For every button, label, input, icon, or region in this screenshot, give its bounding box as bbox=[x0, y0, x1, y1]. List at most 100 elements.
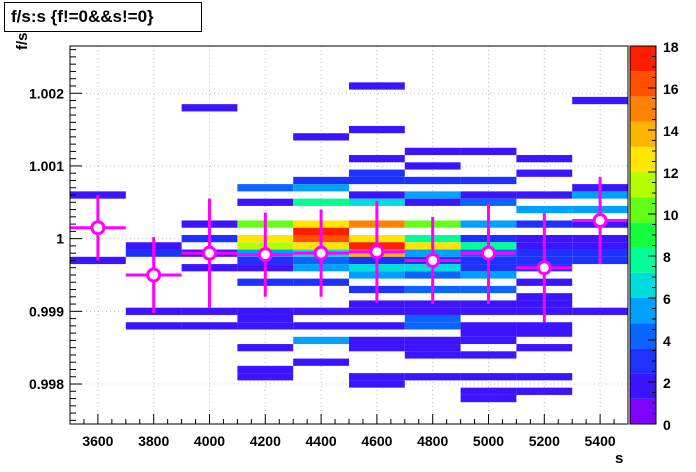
heatmap-cell bbox=[349, 155, 405, 163]
palette-swatch bbox=[630, 96, 656, 122]
heatmap-cell bbox=[404, 198, 461, 206]
palette-swatch bbox=[630, 348, 656, 374]
z-tick-label: 6 bbox=[663, 291, 671, 307]
heatmap-cell bbox=[404, 176, 461, 185]
heatmap-cell bbox=[293, 184, 349, 192]
z-tick-label: 14 bbox=[663, 123, 679, 139]
heatmap-cell bbox=[404, 351, 461, 359]
profile-marker bbox=[536, 260, 552, 276]
heatmap-cell bbox=[516, 373, 573, 381]
profile-point bbox=[293, 209, 349, 297]
z-tick-label: 18 bbox=[663, 39, 679, 55]
heatmap-cell bbox=[349, 344, 405, 352]
heatmap-cell bbox=[404, 322, 461, 330]
heatmap-cell bbox=[516, 169, 573, 177]
heatmap-cell bbox=[349, 125, 405, 134]
heatmap-cell bbox=[237, 344, 294, 352]
heatmap-cell bbox=[404, 314, 461, 323]
x-tick-label: 3800 bbox=[138, 433, 169, 449]
heatmap-cell bbox=[404, 191, 461, 199]
heatmap-cell bbox=[460, 307, 517, 315]
z-tick-label: 0 bbox=[663, 417, 671, 433]
heatmap-cell bbox=[460, 336, 517, 345]
heatmap-cell bbox=[460, 198, 517, 206]
palette-swatch bbox=[630, 121, 656, 147]
palette-swatch bbox=[630, 71, 656, 97]
heatmap-cell bbox=[293, 322, 349, 330]
palette-swatch bbox=[630, 398, 656, 424]
heatmap-cell bbox=[237, 322, 294, 330]
profile-point bbox=[349, 200, 405, 303]
profile-point bbox=[125, 237, 182, 313]
x-tick-label: 5400 bbox=[585, 433, 616, 449]
profile-point bbox=[70, 195, 126, 261]
profile-marker bbox=[425, 252, 441, 268]
y-tick-label: 1.001 bbox=[29, 158, 64, 174]
y-axis-label: f/s bbox=[14, 32, 31, 50]
heatmap-cell bbox=[572, 307, 628, 315]
palette-swatch bbox=[630, 272, 656, 298]
y-tick-label: 1 bbox=[56, 231, 64, 247]
x-tick-label: 4000 bbox=[194, 433, 225, 449]
heatmap-cell bbox=[349, 300, 405, 308]
profile-marker bbox=[481, 245, 496, 261]
profile-point bbox=[237, 212, 294, 297]
profile-point bbox=[181, 198, 238, 308]
heatmap-cell bbox=[460, 394, 517, 403]
heatmap-cell bbox=[349, 169, 405, 177]
heatmap-cell bbox=[237, 184, 294, 192]
heatmap-cell bbox=[349, 191, 405, 199]
heatmap-cell bbox=[293, 198, 349, 206]
z-tick-label: 16 bbox=[663, 81, 679, 97]
heatmap-cell bbox=[516, 329, 573, 337]
palette-swatch bbox=[630, 323, 656, 349]
profile-marker bbox=[313, 245, 329, 261]
heatmap-cell bbox=[237, 307, 294, 315]
heatmap-cell bbox=[516, 322, 573, 330]
palette-swatch bbox=[630, 373, 656, 399]
x-axis-ticks: 3600 3800 4000 4200 4400 4600 4800 5000 5200 5400 bbox=[69, 414, 629, 449]
profile-marker bbox=[592, 212, 608, 228]
z-tick-label: 4 bbox=[663, 333, 671, 349]
heatmap-cell bbox=[293, 133, 349, 141]
profile-point bbox=[516, 213, 573, 323]
z-tick-label: 10 bbox=[663, 207, 679, 223]
heatmap-cell bbox=[404, 344, 461, 352]
heatmap-cell bbox=[516, 205, 573, 214]
heatmap-cell bbox=[572, 96, 628, 105]
z-tick-label: 12 bbox=[663, 165, 679, 181]
heatmap-cell bbox=[349, 380, 405, 388]
palette-swatch bbox=[630, 298, 656, 324]
heatmap-cell bbox=[460, 147, 517, 156]
heatmap-cell bbox=[349, 82, 405, 90]
profile-marker bbox=[146, 267, 162, 283]
heatmap-cell bbox=[349, 307, 405, 315]
profile-marker bbox=[257, 247, 273, 263]
profile-point bbox=[404, 216, 461, 305]
x-tick-label: 4600 bbox=[361, 433, 392, 449]
x-tick-label: 5200 bbox=[529, 433, 560, 449]
profile-marker bbox=[369, 244, 385, 260]
palette-swatch bbox=[630, 146, 656, 172]
heatmap-cell bbox=[516, 344, 573, 352]
heatmap-cell bbox=[181, 322, 238, 330]
palette-swatch bbox=[630, 247, 656, 273]
heatmap-cell bbox=[125, 322, 182, 330]
heatmap-cell bbox=[237, 198, 294, 206]
heatmap-cell bbox=[460, 176, 517, 185]
heatmap-cell bbox=[293, 336, 349, 345]
heatmap-cell bbox=[404, 373, 461, 381]
heatmap-cell bbox=[349, 176, 405, 185]
heatmap-cell bbox=[237, 373, 294, 381]
palette-swatch bbox=[630, 197, 656, 223]
z-tick-label: 8 bbox=[663, 249, 671, 265]
heatmap-cell bbox=[237, 365, 294, 374]
heatmap-cell bbox=[349, 373, 405, 381]
heatmap-cell bbox=[404, 336, 461, 345]
color-palette bbox=[629, 45, 657, 425]
heatmap-cell bbox=[404, 307, 461, 315]
heatmap-cell bbox=[460, 387, 517, 395]
heatmap-cell bbox=[404, 147, 461, 156]
heatmap-cell bbox=[460, 329, 517, 337]
